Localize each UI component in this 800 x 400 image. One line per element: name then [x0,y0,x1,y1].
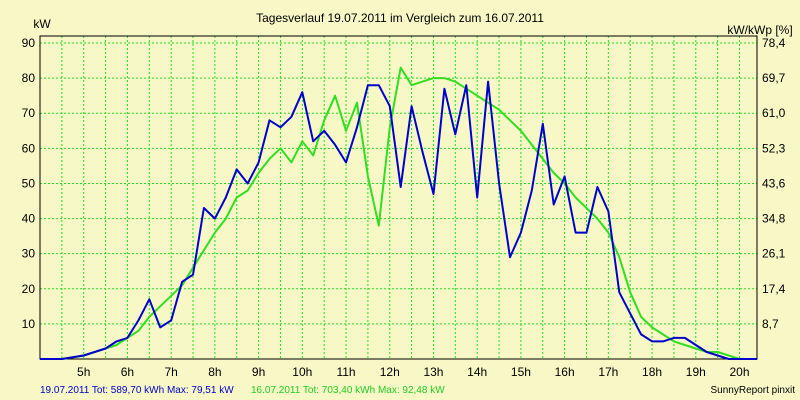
x-tick-label: 12h [380,365,400,379]
y-tick-label-right: 8,7 [762,317,779,331]
left-axis-unit: kW [33,17,51,31]
y-tick-label-left: 40 [22,212,36,226]
x-tick-label: 7h [164,365,177,379]
right-axis-unit: kW/kWp [%] [727,23,792,37]
x-tick-label: 17h [598,365,618,379]
x-tick-label: 6h [121,365,134,379]
y-tick-label-left: 80 [22,71,36,85]
y-tick-label-right: 69,7 [762,71,786,85]
x-tick-label: 14h [467,365,487,379]
y-tick-label-left: 10 [22,317,36,331]
x-tick-label: 19h [686,365,706,379]
y-tick-label-left: 70 [22,106,36,120]
y-tick-label-left: 90 [22,36,36,50]
x-tick-label: 18h [642,365,662,379]
y-tick-label-right: 52,3 [762,141,786,155]
tick-labels: 10 8,7 20 17,4 30 26,1 40 34,8 50 43,6 60 52,3 70 61,… [22,36,786,379]
footer-brand: SunnyReport pinxit [711,385,796,396]
y-tick-label-right: 17,4 [762,282,786,296]
x-tick-label: 10h [292,365,312,379]
series-lines [40,66,757,360]
x-tick-label: 15h [511,365,531,379]
y-tick-label-left: 60 [22,141,36,155]
y-tick-label-left: 30 [22,247,36,261]
y-tick-label-right: 61,0 [762,106,786,120]
x-tick-label: 16h [555,365,575,379]
x-tick-label: 13h [423,365,443,379]
y-tick-label-right: 78,4 [762,36,786,50]
x-tick-label: 9h [252,365,265,379]
x-tick-label: 8h [208,365,221,379]
y-tick-label-right: 43,6 [762,176,786,190]
plot-frame [39,35,758,360]
series-line-19-07 [40,80,757,360]
y-tick-label-right: 26,1 [762,247,786,261]
chart-title: Tagesverlauf 19.07.2011 im Vergleich zum… [256,11,544,25]
grid [40,36,757,359]
x-tick-label: 11h [336,365,355,379]
footer-series-1: 19.07.2011 Tot: 589,70 kWh Max: 79,51 kW [40,385,234,396]
footer-series-2: 16.07.2011 Tot: 703,40 kWh Max: 92,48 kW [251,385,445,396]
y-tick-label-right: 34,8 [762,212,786,226]
x-tick-label: 20h [729,365,749,379]
y-tick-label-left: 20 [22,282,36,296]
series-line-16-07 [40,66,757,360]
x-tick-label: 5h [77,365,90,379]
y-tick-label-left: 50 [22,176,36,190]
